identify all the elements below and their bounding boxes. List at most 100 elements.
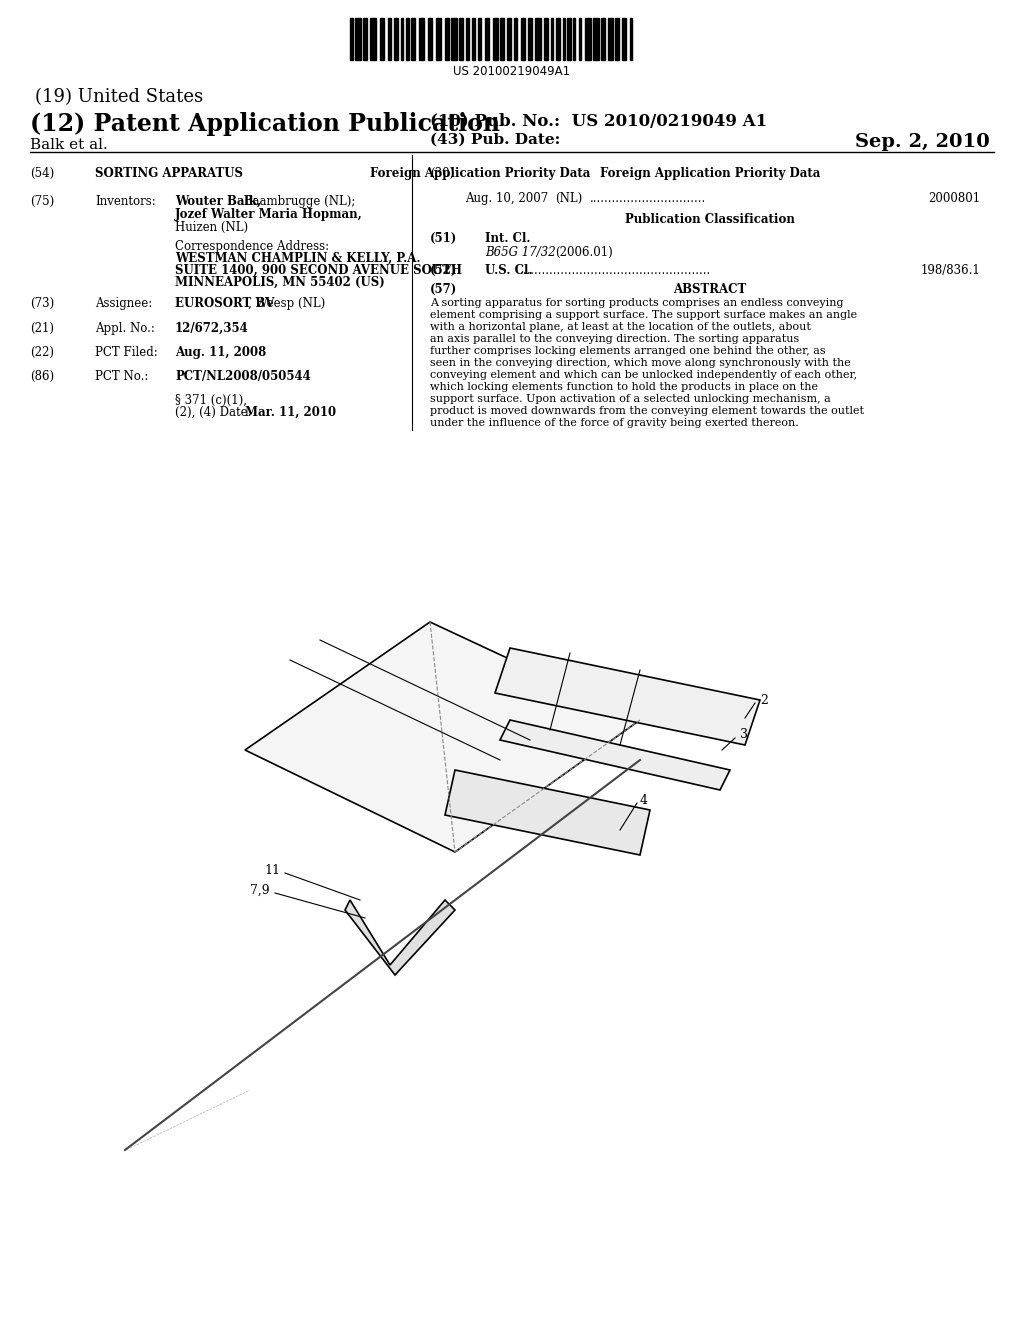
Text: (2), (4) Date:: (2), (4) Date: bbox=[175, 407, 252, 418]
Text: Foreign Application Priority Data: Foreign Application Priority Data bbox=[370, 168, 590, 180]
Text: Aug. 11, 2008: Aug. 11, 2008 bbox=[175, 346, 266, 359]
Polygon shape bbox=[495, 648, 760, 744]
Text: (2006.01): (2006.01) bbox=[555, 246, 612, 259]
Bar bbox=[514, 18, 516, 59]
Text: Publication Classification: Publication Classification bbox=[625, 213, 795, 226]
Text: which locking elements function to hold the products in place on the: which locking elements function to hold … bbox=[430, 381, 818, 392]
Bar bbox=[350, 18, 353, 59]
Bar bbox=[454, 18, 457, 59]
Bar bbox=[544, 18, 547, 59]
Text: (75): (75) bbox=[30, 195, 54, 209]
Text: SORTING APPARATUS: SORTING APPARATUS bbox=[95, 168, 243, 180]
Text: PCT Filed:: PCT Filed: bbox=[95, 346, 158, 359]
Bar bbox=[608, 18, 611, 59]
Bar bbox=[406, 18, 408, 59]
Text: element comprising a support surface. The support surface makes an angle: element comprising a support surface. Th… bbox=[430, 310, 857, 319]
Text: WESTMAN CHAMPLIN & KELLY, P.A.: WESTMAN CHAMPLIN & KELLY, P.A. bbox=[175, 252, 421, 265]
Bar bbox=[507, 18, 509, 59]
Text: Inventors:: Inventors: bbox=[95, 195, 156, 209]
Bar bbox=[428, 18, 430, 59]
Text: (73): (73) bbox=[30, 297, 54, 310]
Bar bbox=[493, 18, 496, 59]
Bar bbox=[472, 18, 474, 59]
Text: PCT No.:: PCT No.: bbox=[95, 370, 148, 383]
Polygon shape bbox=[245, 622, 640, 851]
Bar bbox=[585, 18, 588, 59]
Text: B65G 17/32: B65G 17/32 bbox=[485, 246, 556, 259]
Text: Int. Cl.: Int. Cl. bbox=[485, 232, 530, 246]
Bar bbox=[528, 18, 530, 59]
Text: Jozef Walter Maria Hopman,: Jozef Walter Maria Hopman, bbox=[175, 209, 362, 220]
Bar bbox=[380, 18, 383, 59]
Text: (54): (54) bbox=[30, 168, 54, 180]
Text: 11: 11 bbox=[264, 863, 280, 876]
Text: (NL): (NL) bbox=[555, 191, 583, 205]
Text: (21): (21) bbox=[30, 322, 54, 335]
Polygon shape bbox=[345, 900, 455, 975]
Bar bbox=[373, 18, 376, 59]
Bar bbox=[394, 18, 396, 59]
Bar bbox=[358, 18, 361, 59]
Text: US 20100219049A1: US 20100219049A1 bbox=[454, 65, 570, 78]
Bar bbox=[530, 18, 532, 59]
Text: 12/672,354: 12/672,354 bbox=[175, 322, 249, 335]
Text: PCT/NL2008/050544: PCT/NL2008/050544 bbox=[175, 370, 310, 383]
Text: conveying element and which can be unlocked independently of each other,: conveying element and which can be unloc… bbox=[430, 370, 857, 380]
Bar bbox=[588, 18, 591, 59]
Text: with a horizontal plane, at least at the location of the outlets, about: with a horizontal plane, at least at the… bbox=[430, 322, 811, 333]
Bar bbox=[521, 18, 523, 59]
Bar bbox=[593, 18, 596, 59]
Text: U.S. Cl.: U.S. Cl. bbox=[485, 264, 532, 277]
Text: Balk et al.: Balk et al. bbox=[30, 139, 108, 152]
Bar bbox=[611, 18, 613, 59]
Text: (22): (22) bbox=[30, 346, 54, 359]
Bar bbox=[556, 18, 559, 59]
Bar bbox=[523, 18, 525, 59]
Text: Assignee:: Assignee: bbox=[95, 297, 153, 310]
Bar bbox=[396, 18, 398, 59]
Text: Sep. 2, 2010: Sep. 2, 2010 bbox=[855, 133, 990, 150]
Bar bbox=[485, 18, 488, 59]
Text: 7,9: 7,9 bbox=[251, 883, 270, 896]
Bar bbox=[630, 18, 632, 59]
Bar bbox=[502, 18, 504, 59]
Text: SUITE 1400, 900 SECOND AVENUE SOUTH: SUITE 1400, 900 SECOND AVENUE SOUTH bbox=[175, 264, 462, 277]
Text: under the influence of the force of gravity being exerted thereon.: under the influence of the force of grav… bbox=[430, 418, 799, 428]
Bar bbox=[535, 18, 538, 59]
Polygon shape bbox=[500, 719, 730, 789]
Bar bbox=[419, 18, 422, 59]
Bar bbox=[460, 18, 463, 59]
Text: (52): (52) bbox=[430, 264, 458, 277]
Text: 4: 4 bbox=[640, 793, 648, 807]
Bar bbox=[500, 18, 502, 59]
Text: Foreign Application Priority Data: Foreign Application Priority Data bbox=[600, 168, 820, 180]
Bar bbox=[538, 18, 541, 59]
Bar bbox=[479, 18, 481, 59]
Text: an axis parallel to the conveying direction. The sorting apparatus: an axis parallel to the conveying direct… bbox=[430, 334, 800, 345]
Text: 198/836.1: 198/836.1 bbox=[921, 264, 980, 277]
Text: 2000801: 2000801 bbox=[928, 191, 980, 205]
Bar bbox=[422, 18, 424, 59]
Bar bbox=[355, 18, 358, 59]
Text: (43) Pub. Date:: (43) Pub. Date: bbox=[430, 133, 560, 147]
Text: (51): (51) bbox=[430, 232, 458, 246]
Bar bbox=[509, 18, 511, 59]
Text: seen in the conveying direction, which move along synchronously with the: seen in the conveying direction, which m… bbox=[430, 358, 851, 368]
Bar bbox=[568, 18, 571, 59]
Bar bbox=[596, 18, 599, 59]
Text: support surface. Upon activation of a selected unlocking mechanism, a: support surface. Upon activation of a se… bbox=[430, 393, 830, 404]
Bar bbox=[388, 18, 390, 59]
Text: Baambrugge (NL);: Baambrugge (NL); bbox=[240, 195, 355, 209]
Text: (57): (57) bbox=[430, 282, 458, 296]
Text: Aug. 10, 2007: Aug. 10, 2007 bbox=[465, 191, 548, 205]
Bar bbox=[623, 18, 626, 59]
Bar bbox=[467, 18, 469, 59]
Text: ...............................: ............................... bbox=[590, 191, 707, 205]
Text: Huizen (NL): Huizen (NL) bbox=[175, 220, 248, 234]
Text: A sorting apparatus for sorting products comprises an endless conveying: A sorting apparatus for sorting products… bbox=[430, 298, 844, 308]
Text: Appl. No.:: Appl. No.: bbox=[95, 322, 155, 335]
Bar bbox=[451, 18, 454, 59]
Text: (19) United States: (19) United States bbox=[35, 88, 203, 106]
Bar bbox=[601, 18, 604, 59]
Bar bbox=[412, 18, 415, 59]
